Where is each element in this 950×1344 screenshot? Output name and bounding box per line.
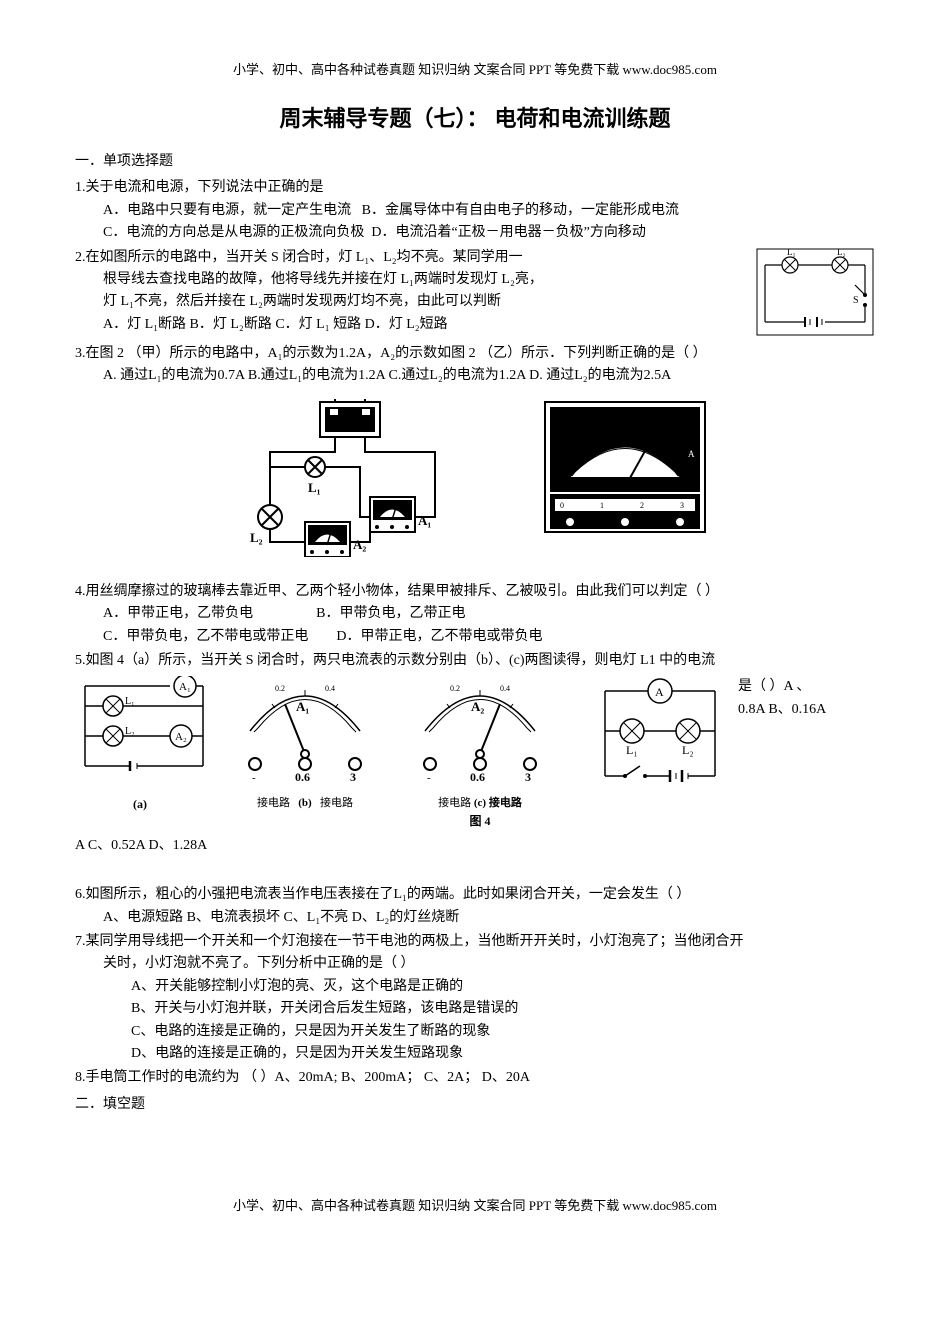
svg-text:2: 2 <box>640 501 644 510</box>
page-footer: 小学、初中、高中各种试卷真题 知识归纳 文案合同 PPT 等免费下载 www.d… <box>75 1196 875 1217</box>
q1-opt-a: A．电路中只要有电源，就一定产生电流 <box>103 203 351 218</box>
q7-opt-c: C、电路的连接是正确的，只是因为开关发生了断路的现象 <box>75 1021 875 1043</box>
q5-figure-row: A₁ L₁ L₂ A₂ <box>75 676 875 831</box>
question-8: 8.手电筒工作时的电流约为 （ ）A、20mA; B、200mA； C、2A； … <box>75 1067 875 1089</box>
q5-side-options: 是（ ）A 、0.8A B、0.16A <box>730 676 828 721</box>
svg-text:-: - <box>252 772 256 784</box>
svg-text:-: - <box>330 397 334 400</box>
q5-b-jack: 接电路 (b) 接电路 <box>230 795 380 813</box>
q4-row1: A．甲带正电，乙带负电 B．甲带负电，乙带正电 <box>75 603 875 625</box>
section-1-heading: 一．单项选择题 <box>75 151 875 173</box>
svg-text:A₁: A₁ <box>179 681 191 693</box>
svg-text:0.6: 0.6 <box>470 770 485 784</box>
q3-figure-row: - + L₂ L₁ A₂ <box>75 397 875 565</box>
svg-text:0.6: 0.6 <box>668 430 678 439</box>
question-4: 4.用丝绸摩擦过的玻璃棒去靠近甲、乙两个轻小物体，结果甲被排斥、乙被吸引。由此我… <box>75 581 875 648</box>
q1-stem: 1.关于电流和电源，下列说法中正确的是 <box>75 177 875 199</box>
svg-text:3: 3 <box>525 770 531 784</box>
svg-text:+: + <box>362 397 369 400</box>
question-6: 6.如图所示，粗心的小强把电流表当作电压表接在了L₁的两端。此时如果闭合开关，一… <box>75 884 875 929</box>
q4-opt-c: C．甲带负电，乙不带电或带正电 <box>103 629 308 644</box>
q2-circuit-diagram: L₁ L₂ S <box>755 247 875 337</box>
svg-text:A: A <box>655 685 664 699</box>
q4-opt-d: D．甲带正电，乙不带电或带负电 <box>336 629 542 644</box>
q7-line1: 7.某同学用导线把一个开关和一个灯泡接在一节干电池的两极上，当他断开开关时，小灯… <box>75 931 875 953</box>
q2-l2-label: L₂ <box>837 247 846 257</box>
question-2: L₁ L₂ S 2.在如图所示的电路中，当开关 S 闭合时，灯 L₁、L₂均不亮… <box>75 247 875 341</box>
q1-opt-b: B．金属导体中有自由电子的移动，一定能形成电流 <box>362 203 679 218</box>
svg-text:3: 3 <box>350 770 356 784</box>
q4-row2: C．甲带负电，乙不带电或带正电 D．甲带正电，乙不带电或带负电 <box>75 626 875 648</box>
q8-stem: 8.手电筒工作时的电流约为 （ ）A、20mA; B、200mA； C、2A； … <box>75 1070 530 1085</box>
svg-text:0.4: 0.4 <box>500 684 510 693</box>
q5-bottom-options: A C、0.52A D、1.28A <box>75 835 875 857</box>
svg-text:L₂: L₂ <box>682 743 694 757</box>
q2-l1-label: L₁ <box>787 247 796 257</box>
q5-c-jack: 接电路 (c) 接电路 <box>405 795 555 813</box>
q5-fig-b: 0.2 0.4 A₁ - 0.6 3 接电路 (b) 接电路 <box>230 676 380 812</box>
q3-l2-label: L₂ <box>250 530 263 545</box>
section-2-heading: 二．填空题 <box>75 1094 875 1116</box>
q1-opt-c: C．电流的方向总是从电源的正极流向负极 <box>103 225 364 240</box>
svg-text:0.2: 0.2 <box>450 684 460 693</box>
q3-options: A. 通过L₁的电流为0.7A B.通过L₁的电流为1.2A C.通过L₂的电流… <box>75 365 875 387</box>
svg-text:1: 1 <box>600 501 604 510</box>
q4-stem: 4.用丝绸摩擦过的玻璃棒去靠近甲、乙两个轻小物体，结果甲被排斥、乙被吸引。由此我… <box>75 581 875 603</box>
question-3: 3.在图 2 （甲）所示的电路中，A₁的示数为1.2A，A₂的示数如图 2 （乙… <box>75 343 875 388</box>
svg-text:A₂: A₂ <box>175 731 187 743</box>
q4-opt-a: A．甲带正电，乙带负电 <box>103 606 253 621</box>
question-5: 5.如图 4（a）所示，当开关 S 闭合时，两只电流表的示数分别由（b）、(c)… <box>75 650 875 858</box>
q3-a1-label: A₁ <box>418 513 431 528</box>
q7-line2: 关时，小灯泡就不亮了。下列分析中正确的是（ ） <box>75 953 875 975</box>
svg-text:A₁: A₁ <box>296 699 309 714</box>
q3-a2-label: A₂ <box>353 537 366 552</box>
svg-text:L₁: L₁ <box>626 743 638 757</box>
q5-fig-c: 0.2 0.4 A₂ - 0.6 3 接电路 (c) 接电路 图 4 <box>405 676 555 831</box>
svg-text:0.4: 0.4 <box>325 684 335 693</box>
svg-text:0: 0 <box>560 501 564 510</box>
q3-l1-label: L₁ <box>308 480 321 495</box>
q4-opt-b: B．甲带负电，乙带正电 <box>316 606 465 621</box>
ammeter-unit: A <box>688 449 695 459</box>
q5-caption: 图 4 <box>405 812 555 831</box>
q5-a-label: (a) <box>75 795 205 814</box>
q3-fig-left: - + L₂ L₁ A₂ <box>240 397 460 565</box>
q5-fig-a: A₁ L₁ L₂ A₂ <box>75 676 205 814</box>
svg-text:3: 3 <box>680 501 684 510</box>
q6-options: A、电源短路 B、电流表损坏 C、L₁不亮 D、L₂的灯丝烧断 <box>75 907 875 929</box>
svg-text:0.4: 0.4 <box>640 420 650 429</box>
q3-fig-right: 0 0.2 0.4 0.6 A 0 1 2 3 <box>540 397 710 565</box>
q1-options: A．电路中只要有电源，就一定产生电流 B．金属导体中有自由电子的移动，一定能形成… <box>75 200 875 245</box>
q5-stem: 5.如图 4（a）所示，当开关 S 闭合时，两只电流表的示数分别由（b）、(c)… <box>75 650 875 672</box>
q7-opt-a: A、开关能够控制小灯泡的亮、灭，这个电路是正确的 <box>75 976 875 998</box>
question-1: 1.关于电流和电源，下列说法中正确的是 A．电路中只要有电源，就一定产生电流 B… <box>75 177 875 244</box>
q7-opt-d: D、电路的连接是正确的，只是因为开关发生短路现象 <box>75 1043 875 1065</box>
svg-text:0: 0 <box>574 430 578 439</box>
svg-text:-: - <box>427 772 431 784</box>
svg-text:0.6: 0.6 <box>295 770 310 784</box>
svg-text:0.2: 0.2 <box>600 420 610 429</box>
svg-text:0.2: 0.2 <box>275 684 285 693</box>
q7-opt-b: B、开关与小灯泡并联，开关闭合后发生短路，该电路是错误的 <box>75 998 875 1020</box>
q1-opt-d: D．电流沿着“正极－用电器－负极”方向移动 <box>371 225 646 240</box>
question-7: 7.某同学用导线把一个开关和一个灯泡接在一节干电池的两极上，当他断开开关时，小灯… <box>75 931 875 1065</box>
page-title: 周末辅导专题（七）： 电荷和电流训练题 <box>75 101 875 136</box>
q2-s-label: S <box>853 295 859 306</box>
svg-text:A₂: A₂ <box>471 699 484 714</box>
page-header: 小学、初中、高中各种试卷真题 知识归纳 文案合同 PPT 等免费下载 www.d… <box>75 60 875 81</box>
q3-stem: 3.在图 2 （甲）所示的电路中，A₁的示数为1.2A，A₂的示数如图 2 （乙… <box>75 343 875 365</box>
q6-circuit-diagram: A L₁ L₂ <box>590 676 730 804</box>
q6-stem: 6.如图所示，粗心的小强把电流表当作电压表接在了L₁的两端。此时如果闭合开关，一… <box>75 884 875 906</box>
